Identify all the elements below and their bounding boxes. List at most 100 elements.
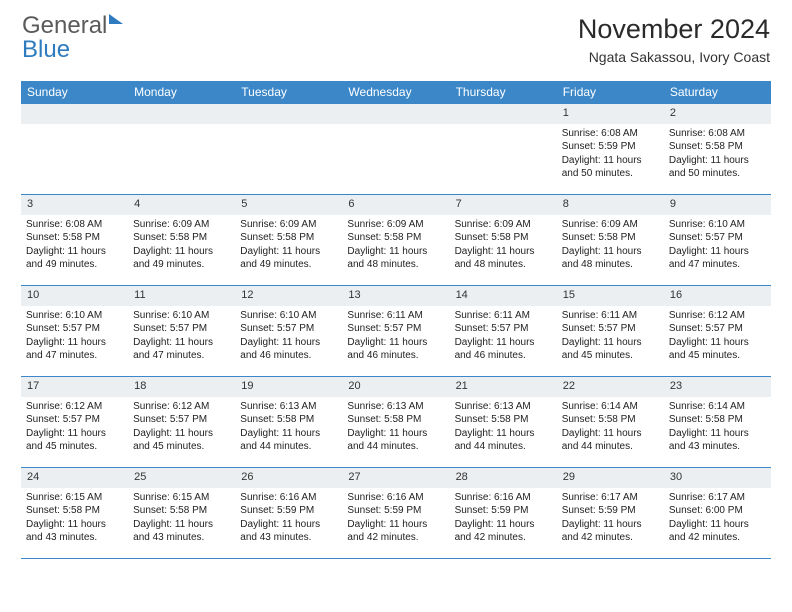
day-details: Sunrise: 6:13 AMSunset: 5:58 PMDaylight:… — [342, 397, 449, 458]
calendar-day: 6Sunrise: 6:09 AMSunset: 5:58 PMDaylight… — [342, 195, 449, 285]
daylight-line: Daylight: 11 hours and 44 minutes. — [240, 427, 337, 454]
day-details: Sunrise: 6:10 AMSunset: 5:57 PMDaylight:… — [128, 306, 235, 367]
sunrise-line: Sunrise: 6:08 AM — [669, 127, 766, 141]
daylight-line: Daylight: 11 hours and 47 minutes. — [669, 245, 766, 272]
daylight-line: Daylight: 11 hours and 46 minutes. — [240, 336, 337, 363]
day-number: 2 — [664, 104, 771, 124]
calendar-day: 18Sunrise: 6:12 AMSunset: 5:57 PMDayligh… — [128, 377, 235, 467]
daylight-line: Daylight: 11 hours and 50 minutes. — [669, 154, 766, 181]
sunrise-line: Sunrise: 6:09 AM — [240, 218, 337, 232]
daylight-line: Daylight: 11 hours and 45 minutes. — [562, 336, 659, 363]
sunrise-line: Sunrise: 6:16 AM — [347, 491, 444, 505]
day-number: 10 — [21, 286, 128, 306]
header: General Blue November 2024 Ngata Sakasso… — [0, 0, 792, 71]
sunrise-line: Sunrise: 6:17 AM — [669, 491, 766, 505]
calendar-day: 21Sunrise: 6:13 AMSunset: 5:58 PMDayligh… — [450, 377, 557, 467]
day-details: Sunrise: 6:12 AMSunset: 5:57 PMDaylight:… — [128, 397, 235, 458]
daylight-line: Daylight: 11 hours and 42 minutes. — [669, 518, 766, 545]
sunrise-line: Sunrise: 6:12 AM — [26, 400, 123, 414]
dow-cell: Thursday — [450, 81, 557, 103]
day-details: Sunrise: 6:09 AMSunset: 5:58 PMDaylight:… — [557, 215, 664, 276]
day-details: Sunrise: 6:12 AMSunset: 5:57 PMDaylight:… — [21, 397, 128, 458]
daylight-line: Daylight: 11 hours and 48 minutes. — [455, 245, 552, 272]
sunset-line: Sunset: 5:57 PM — [26, 413, 123, 427]
daylight-line: Daylight: 11 hours and 49 minutes. — [26, 245, 123, 272]
day-number: 18 — [128, 377, 235, 397]
day-details: Sunrise: 6:11 AMSunset: 5:57 PMDaylight:… — [557, 306, 664, 367]
logo-text: General Blue — [22, 14, 123, 62]
daylight-line: Daylight: 11 hours and 42 minutes. — [455, 518, 552, 545]
day-details: Sunrise: 6:08 AMSunset: 5:59 PMDaylight:… — [557, 124, 664, 185]
daylight-line: Daylight: 11 hours and 43 minutes. — [669, 427, 766, 454]
sunset-line: Sunset: 5:57 PM — [133, 322, 230, 336]
day-details: Sunrise: 6:13 AMSunset: 5:58 PMDaylight:… — [450, 397, 557, 458]
sunrise-line: Sunrise: 6:10 AM — [133, 309, 230, 323]
day-number: 23 — [664, 377, 771, 397]
sunrise-line: Sunrise: 6:10 AM — [669, 218, 766, 232]
sunset-line: Sunset: 5:57 PM — [133, 413, 230, 427]
calendar-day: . — [235, 104, 342, 194]
sunrise-line: Sunrise: 6:15 AM — [26, 491, 123, 505]
day-number: 1 — [557, 104, 664, 124]
day-number: 24 — [21, 468, 128, 488]
sunset-line: Sunset: 5:58 PM — [455, 413, 552, 427]
calendar-week: 24Sunrise: 6:15 AMSunset: 5:58 PMDayligh… — [21, 467, 771, 559]
day-details: Sunrise: 6:09 AMSunset: 5:58 PMDaylight:… — [450, 215, 557, 276]
calendar-week: 3Sunrise: 6:08 AMSunset: 5:58 PMDaylight… — [21, 194, 771, 285]
daylight-line: Daylight: 11 hours and 45 minutes. — [26, 427, 123, 454]
sunset-line: Sunset: 5:58 PM — [26, 231, 123, 245]
sunset-line: Sunset: 6:00 PM — [669, 504, 766, 518]
daylight-line: Daylight: 11 hours and 47 minutes. — [133, 336, 230, 363]
day-number: 11 — [128, 286, 235, 306]
sunrise-line: Sunrise: 6:09 AM — [133, 218, 230, 232]
calendar-week: .....1Sunrise: 6:08 AMSunset: 5:59 PMDay… — [21, 103, 771, 194]
day-details: Sunrise: 6:10 AMSunset: 5:57 PMDaylight:… — [21, 306, 128, 367]
dow-cell: Tuesday — [235, 81, 342, 103]
daylight-line: Daylight: 11 hours and 46 minutes. — [347, 336, 444, 363]
sunrise-line: Sunrise: 6:17 AM — [562, 491, 659, 505]
day-number: 5 — [235, 195, 342, 215]
daylight-line: Daylight: 11 hours and 48 minutes. — [562, 245, 659, 272]
calendar-day: 4Sunrise: 6:09 AMSunset: 5:58 PMDaylight… — [128, 195, 235, 285]
calendar: SundayMondayTuesdayWednesdayThursdayFrid… — [21, 81, 771, 559]
sunrise-line: Sunrise: 6:16 AM — [240, 491, 337, 505]
logo: General Blue — [22, 14, 123, 62]
sunrise-line: Sunrise: 6:15 AM — [133, 491, 230, 505]
day-details: Sunrise: 6:16 AMSunset: 5:59 PMDaylight:… — [235, 488, 342, 549]
day-number: 4 — [128, 195, 235, 215]
day-number: 22 — [557, 377, 664, 397]
calendar-day: 29Sunrise: 6:17 AMSunset: 5:59 PMDayligh… — [557, 468, 664, 558]
sunrise-line: Sunrise: 6:09 AM — [455, 218, 552, 232]
dow-cell: Saturday — [664, 81, 771, 103]
day-number: 20 — [342, 377, 449, 397]
sunrise-line: Sunrise: 6:13 AM — [240, 400, 337, 414]
sunrise-line: Sunrise: 6:09 AM — [562, 218, 659, 232]
day-number: . — [21, 104, 128, 124]
day-details: Sunrise: 6:09 AMSunset: 5:58 PMDaylight:… — [128, 215, 235, 276]
calendar-day: 9Sunrise: 6:10 AMSunset: 5:57 PMDaylight… — [664, 195, 771, 285]
day-number: . — [235, 104, 342, 124]
daylight-line: Daylight: 11 hours and 49 minutes. — [133, 245, 230, 272]
calendar-day: 2Sunrise: 6:08 AMSunset: 5:58 PMDaylight… — [664, 104, 771, 194]
sunset-line: Sunset: 5:58 PM — [133, 231, 230, 245]
calendar-day: 13Sunrise: 6:11 AMSunset: 5:57 PMDayligh… — [342, 286, 449, 376]
sunrise-line: Sunrise: 6:10 AM — [26, 309, 123, 323]
sunrise-line: Sunrise: 6:12 AM — [669, 309, 766, 323]
calendar-day: . — [342, 104, 449, 194]
daylight-line: Daylight: 11 hours and 44 minutes. — [562, 427, 659, 454]
calendar-day: 15Sunrise: 6:11 AMSunset: 5:57 PMDayligh… — [557, 286, 664, 376]
sunrise-line: Sunrise: 6:13 AM — [455, 400, 552, 414]
day-number: 6 — [342, 195, 449, 215]
calendar-day: 19Sunrise: 6:13 AMSunset: 5:58 PMDayligh… — [235, 377, 342, 467]
calendar-day: 24Sunrise: 6:15 AMSunset: 5:58 PMDayligh… — [21, 468, 128, 558]
day-details: Sunrise: 6:12 AMSunset: 5:57 PMDaylight:… — [664, 306, 771, 367]
dow-cell: Wednesday — [342, 81, 449, 103]
dow-cell: Sunday — [21, 81, 128, 103]
sunrise-line: Sunrise: 6:12 AM — [133, 400, 230, 414]
calendar-day: 5Sunrise: 6:09 AMSunset: 5:58 PMDaylight… — [235, 195, 342, 285]
day-details: Sunrise: 6:16 AMSunset: 5:59 PMDaylight:… — [342, 488, 449, 549]
sunset-line: Sunset: 5:59 PM — [455, 504, 552, 518]
day-number: 13 — [342, 286, 449, 306]
daylight-line: Daylight: 11 hours and 48 minutes. — [347, 245, 444, 272]
day-of-week-header: SundayMondayTuesdayWednesdayThursdayFrid… — [21, 81, 771, 103]
